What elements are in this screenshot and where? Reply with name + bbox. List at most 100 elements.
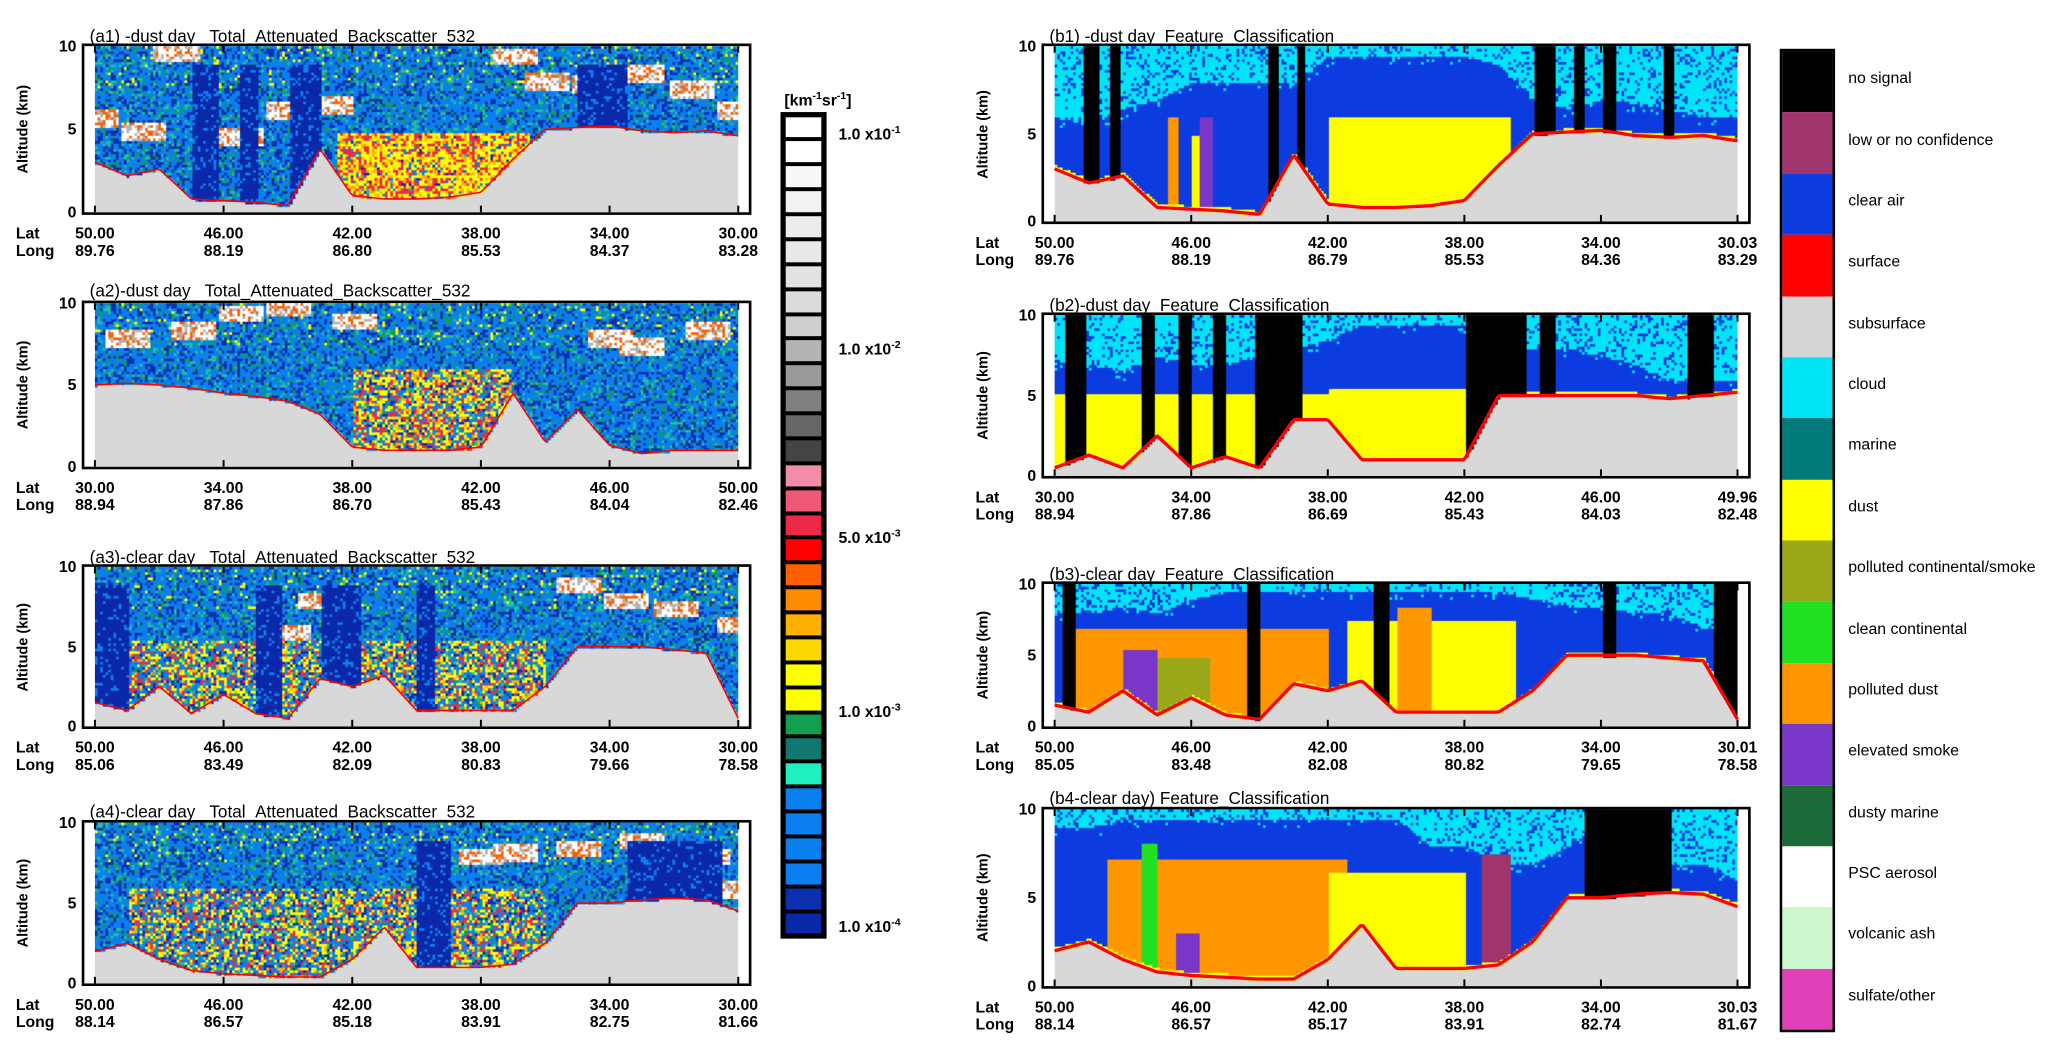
- panel-b3: [1041, 581, 1751, 730]
- lat-tick-label: 42.00: [332, 995, 373, 1014]
- x-row-label: Lat: [15, 224, 40, 243]
- x-row-label: Lat: [15, 478, 40, 497]
- surface-line-layer: [93, 303, 740, 467]
- lat-tick-label: 30.00: [75, 478, 115, 497]
- lat-tick-label: 42.00: [332, 738, 373, 757]
- lat-tick-label: 42.00: [1307, 997, 1348, 1017]
- tick-exponent: -2: [891, 338, 901, 351]
- y-tick-label: 5: [1027, 124, 1037, 144]
- legend-swatch: [1782, 601, 1833, 663]
- panel-title: (b2)-dust day Feature_Classification: [1049, 295, 1330, 316]
- panel-a1: [81, 43, 752, 215]
- legend-label: clear air: [1848, 191, 1905, 210]
- lon-tick-label: 82.75: [589, 1012, 630, 1031]
- y-tick-label: 0: [1027, 466, 1037, 486]
- lon-tick-label: 88.14: [1034, 1015, 1075, 1034]
- lon-tick-label: 89.76: [1034, 250, 1075, 269]
- panel-b2: [1041, 312, 1751, 479]
- lat-tick-label: 38.00: [332, 478, 373, 497]
- x-row-label: Lat: [15, 995, 40, 1014]
- surface-line-layer: [1053, 315, 1739, 476]
- legend-swatch: [1782, 907, 1833, 969]
- panel-b1: [1041, 43, 1751, 225]
- legend-label: subsurface: [1848, 313, 1926, 332]
- colorbar-swatch: [785, 415, 822, 437]
- legend-swatch: [1782, 723, 1833, 786]
- lon-tick-label: 86.70: [332, 495, 373, 515]
- colorbar-tick-label: 1.0 x10-2: [838, 339, 900, 359]
- colorbar-swatch: [785, 390, 822, 412]
- colorbar-swatch: [785, 813, 822, 835]
- lon-tick-label: 86.69: [1307, 504, 1348, 524]
- lat-tick-label: 50.00: [75, 995, 115, 1014]
- panel-b4: [1041, 806, 1751, 989]
- lat-tick-label: 46.00: [1581, 487, 1621, 507]
- y-tick-label: 5: [1027, 386, 1037, 405]
- colorbar-swatch: [785, 241, 822, 263]
- y-tick-label: 10: [1018, 305, 1037, 325]
- legend-label: polluted dust: [1848, 680, 1938, 699]
- panel-a2: [81, 300, 752, 470]
- y-tick-label: 5: [67, 637, 77, 656]
- lat-tick-label: 38.00: [461, 995, 501, 1014]
- lon-tick-label: 85.17: [1307, 1015, 1348, 1034]
- lon-tick-label: 81.66: [718, 1012, 759, 1031]
- lon-tick-label: 82.08: [1307, 755, 1348, 774]
- y-axis-label: Altitude (km): [975, 610, 992, 700]
- legend-swatch: [1782, 479, 1833, 541]
- lat-tick-label: 30.00: [1034, 487, 1075, 507]
- panel-title: (a1) -dust day Total_Attenuated_Backscat…: [89, 26, 476, 47]
- y-tick-label: 5: [1027, 888, 1037, 907]
- colorbar-swatch: [785, 788, 822, 810]
- lat-tick-label: 50.00: [1034, 997, 1075, 1017]
- colorbar-swatch: [785, 315, 822, 337]
- colorbar-swatch: [785, 564, 822, 586]
- surface-line-layer: [1053, 46, 1739, 222]
- surface-line-layer: [93, 46, 740, 213]
- legend-label: surface: [1848, 252, 1901, 271]
- y-axis-label: Altitude (km): [15, 84, 32, 174]
- y-tick-label: 10: [1018, 800, 1037, 819]
- surface-line: [94, 645, 739, 720]
- surface-line: [1054, 128, 1738, 216]
- x-row-label: Long: [15, 495, 55, 515]
- colorbar-swatch: [785, 489, 822, 511]
- y-tick-label: 5: [67, 893, 77, 913]
- legend-swatch: [1782, 418, 1833, 480]
- surface-line-layer: [93, 566, 740, 727]
- colorbar-swatch: [785, 365, 822, 387]
- colorbar-swatch: [785, 863, 822, 885]
- panel-a4: [81, 819, 752, 987]
- x-row-label: Lat: [975, 487, 1000, 507]
- lon-tick-label: 79.65: [1581, 755, 1621, 774]
- lon-tick-label: 87.86: [1171, 504, 1212, 524]
- legend-label: polluted continental/smoke: [1848, 557, 2036, 577]
- y-tick-label: 10: [58, 557, 77, 577]
- panel-title: (b3)-clear day Feature_Classification: [1049, 564, 1335, 585]
- lon-tick-label: 82.46: [718, 495, 759, 515]
- surface-line: [94, 897, 739, 978]
- legend-label: volcanic ash: [1848, 924, 1936, 944]
- lon-tick-label: 83.48: [1171, 755, 1212, 774]
- colorbar-tick-label: 5.0 x10-3: [838, 527, 900, 547]
- y-tick-label: 0: [1027, 976, 1037, 996]
- x-row-label: Long: [975, 1015, 1015, 1034]
- tick-mantissa: 1.0 x10: [838, 917, 892, 936]
- x-row-label: Long: [975, 504, 1015, 524]
- lon-tick-label: 88.19: [203, 241, 244, 260]
- lon-tick-label: 85.53: [461, 241, 501, 260]
- lat-tick-label: 34.00: [203, 478, 244, 497]
- lat-tick-label: 34.00: [1581, 997, 1621, 1017]
- lat-tick-label: 46.00: [203, 738, 244, 757]
- legend-swatch: [1782, 785, 1833, 847]
- lat-tick-label: 34.00: [1581, 233, 1621, 252]
- legend-swatch: [1782, 234, 1833, 296]
- x-row-label: Lat: [975, 738, 1000, 757]
- y-axis-label: Altitude (km): [975, 89, 992, 179]
- lon-tick-label: 85.18: [332, 1012, 373, 1031]
- lat-tick-label: 50.00: [1034, 738, 1075, 757]
- colorbar-swatch: [785, 689, 822, 711]
- lon-tick-label: 86.80: [332, 241, 373, 260]
- colorbar-unit: [km-1sr-1]: [784, 89, 852, 110]
- lat-tick-label: 46.00: [1171, 233, 1212, 252]
